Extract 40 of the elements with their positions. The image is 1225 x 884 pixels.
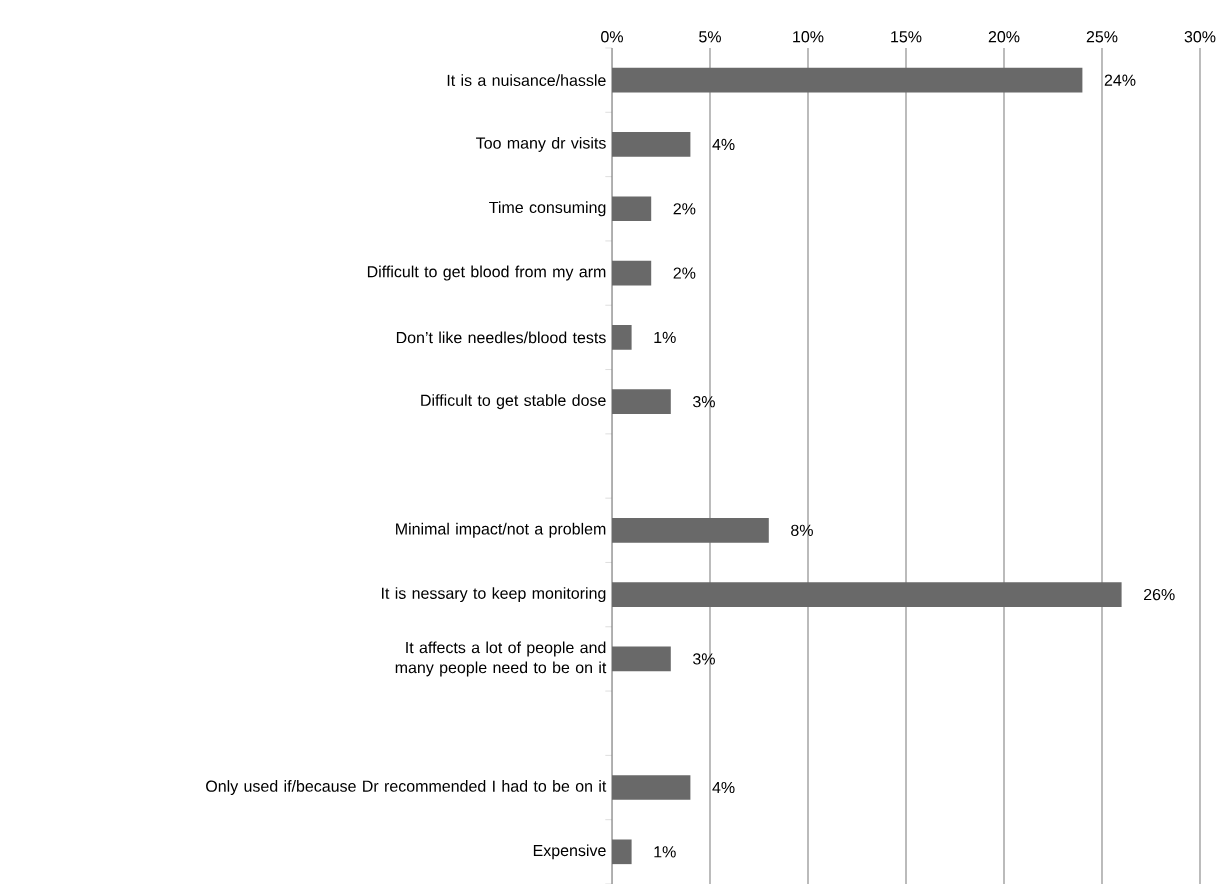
bar xyxy=(612,839,632,865)
bar xyxy=(612,196,652,222)
data-label: 2% xyxy=(673,267,696,279)
data-label: 4% xyxy=(712,138,735,151)
y-tick-label: It affects a lot of people and many people need to be on it xyxy=(395,641,607,677)
x-tick-label: 15% xyxy=(891,31,922,43)
bar xyxy=(612,132,691,157)
bar xyxy=(612,517,769,543)
bar xyxy=(612,389,671,415)
bar xyxy=(612,260,652,286)
data-label: 3% xyxy=(693,653,715,665)
y-tick-label: Time consuming xyxy=(489,201,606,217)
data-label: 2% xyxy=(673,203,696,215)
data-label: 1% xyxy=(654,331,676,343)
x-tick-label: 25% xyxy=(1086,31,1118,43)
y-tick-label: It is a nuisance/hassle xyxy=(447,74,606,87)
data-label: 24% xyxy=(1104,74,1136,86)
data-label: 8% xyxy=(791,524,813,536)
y-tick-label: Don’t like needles/blood tests xyxy=(396,331,606,344)
y-tick-label: Difficult to get blood from my arm xyxy=(367,265,606,281)
data-label: 3% xyxy=(693,396,715,408)
x-tick-label: 20% xyxy=(988,31,1020,43)
bar xyxy=(612,775,691,800)
x-tick-label: 0% xyxy=(601,31,623,43)
x-tick-label: 10% xyxy=(793,31,824,43)
x-tick-label: 30% xyxy=(1184,31,1216,43)
bar xyxy=(612,67,1083,93)
data-label: 1% xyxy=(654,846,676,858)
y-tick-label: Difficult to get stable dose xyxy=(421,394,606,410)
data-label: 26% xyxy=(1143,588,1175,601)
bar xyxy=(612,582,1122,607)
bar xyxy=(612,646,671,672)
data-label: 4% xyxy=(712,781,735,794)
x-tick-label: 5% xyxy=(699,31,721,43)
y-tick-label: Expensive xyxy=(533,844,606,860)
y-tick-label: Minimal impact/not a problem xyxy=(396,522,606,538)
y-tick-label: Only used if/because Dr recommended I had to be on it xyxy=(206,780,607,795)
y-tick-label: It is nessary to keep monitoring xyxy=(382,587,606,603)
bar xyxy=(612,325,632,350)
y-tick-label: Too many dr visits xyxy=(476,137,606,152)
